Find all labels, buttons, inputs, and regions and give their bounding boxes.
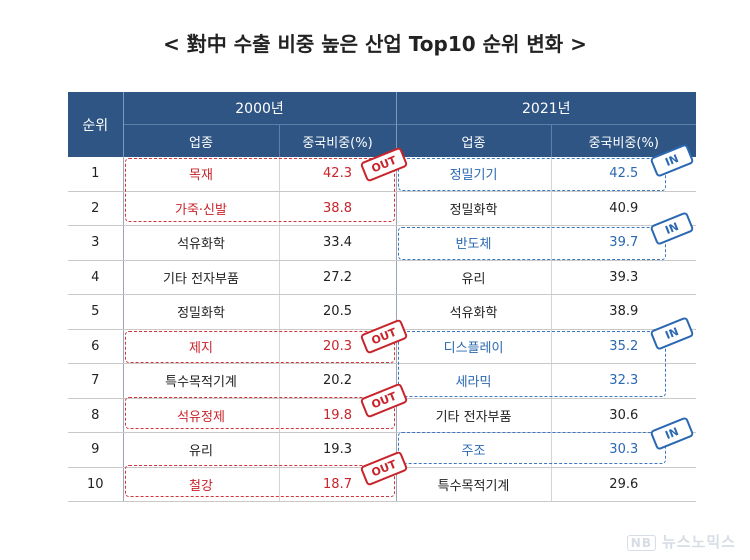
- table-row: 3 석유화학 33.4 반도체 39.7: [68, 225, 697, 261]
- industry-2021-cell: 정밀기기: [395, 157, 552, 192]
- share-2000-cell: 38.8: [278, 191, 397, 226]
- rank-cell: 9: [68, 432, 123, 468]
- table-row: 2 가죽·신발 38.8 정밀화학 40.9: [68, 191, 697, 226]
- out-highlight-box: [125, 397, 395, 429]
- in-highlight-box: [398, 158, 666, 191]
- industry-2021-cell: 정밀화학: [395, 191, 552, 226]
- rank-cell: 4: [68, 260, 123, 295]
- share-2000-cell: 27.2: [278, 260, 397, 295]
- out-highlight-box: [125, 331, 395, 363]
- rank-cell: 3: [68, 225, 123, 261]
- rank-cell: 2: [68, 191, 123, 226]
- industry-2000-cell: 가죽·신발: [122, 191, 279, 226]
- header-row-columns: 업종 중국비중(%) 업종 중국비중(%): [68, 124, 697, 157]
- page-title: < 對中 수출 비중 높은 산업 Top10 순위 변화 >: [163, 32, 587, 56]
- table-row: 1 목재 42.3 정밀기기 42.5: [68, 157, 697, 192]
- header-row-years: 순위 2000년 2021년: [68, 92, 697, 157]
- table-row: 5 정밀화학 20.5 석유화학 38.9: [68, 294, 697, 330]
- industry-2000-cell: 기타 전자부품: [122, 260, 279, 295]
- industry-2000-cell: 유리: [122, 432, 279, 468]
- watermark-logo: NB: [626, 535, 656, 551]
- rank-cell: 5: [68, 294, 123, 330]
- year-2021-header: 2021년: [395, 92, 697, 125]
- share-2021-cell: 32.3: [550, 363, 697, 399]
- industry-2000-cell: 석유화학: [122, 225, 279, 261]
- watermark: NB 뉴스노믹스: [626, 531, 736, 552]
- rank-cell: 8: [68, 398, 123, 433]
- industry-2021-cell: 주조: [395, 432, 552, 468]
- year-2000-header: 2000년: [122, 92, 397, 125]
- industry-2000-cell: 정밀화학: [122, 294, 279, 330]
- rank-cell: 1: [68, 157, 123, 192]
- out-highlight-box: [125, 465, 395, 497]
- industry-2000-cell: 특수목적기계: [122, 363, 279, 399]
- industry-2000-cell: 제지: [122, 329, 279, 364]
- industry-2021-cell: 반도체: [395, 225, 552, 261]
- table-row: 9 유리 19.3 주조 30.3: [68, 432, 697, 468]
- watermark-text: 뉴스노믹스: [661, 533, 736, 551]
- in-highlight-box: [398, 227, 666, 260]
- share-2000-cell: 33.4: [278, 225, 397, 261]
- share-header-2000: 중국비중(%): [278, 124, 397, 157]
- industry-header-2000: 업종: [122, 124, 279, 157]
- industry-2021-cell: 기타 전자부품: [395, 398, 552, 433]
- rank-header: 순위: [68, 92, 123, 157]
- in-highlight-box: [398, 432, 666, 464]
- rank-cell: 10: [68, 467, 123, 502]
- share-2000-cell: 20.5: [278, 294, 397, 330]
- industry-2021-cell: 디스플레이: [395, 329, 552, 364]
- industry-2021-cell: 유리: [395, 260, 552, 295]
- industry-2000-cell: 석유정제: [122, 398, 279, 433]
- ranking-table: 순위 2000년 2021년 업종 중국비중(%) 업종 중국비중(%) 1 목…: [68, 92, 697, 502]
- rank-cell: 6: [68, 329, 123, 364]
- industry-2000-cell: 목재: [122, 157, 279, 192]
- in-highlight-box: [398, 331, 666, 397]
- rank-cell: 7: [68, 363, 123, 399]
- industry-header-2021: 업종: [395, 124, 552, 157]
- industry-2021-cell: 세라믹: [395, 363, 552, 399]
- out-highlight-box: [125, 158, 395, 222]
- industry-2021-cell: 특수목적기계: [395, 467, 552, 502]
- share-2021-cell: 29.6: [550, 467, 697, 502]
- industry-2021-cell: 석유화학: [395, 294, 552, 330]
- table-row: 4 기타 전자부품 27.2 유리 39.3: [68, 260, 697, 295]
- share-2021-cell: 39.3: [550, 260, 697, 295]
